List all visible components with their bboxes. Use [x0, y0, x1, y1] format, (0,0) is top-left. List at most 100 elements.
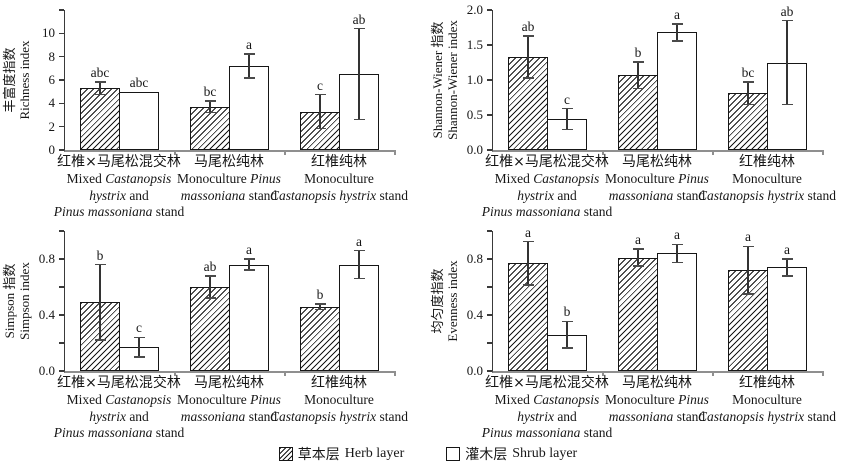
error-bar: [319, 303, 321, 310]
category-label-en-line: Pinus massoniana stand: [53, 425, 185, 440]
y-axis-tick: [58, 125, 64, 128]
error-bar-cap: [781, 258, 793, 260]
category-label-cn: 红椎×马尾松混交林: [485, 375, 609, 391]
error-bar: [676, 244, 678, 263]
category-label-en-line: Monoculture Pinus: [177, 392, 281, 407]
error-bar-cap: [632, 87, 644, 90]
x-axis-tick: [712, 150, 714, 155]
error-bar: [248, 53, 250, 79]
category-label-en-line: Monoculture: [732, 171, 802, 186]
y-axis-tick: [58, 230, 64, 232]
error-bar: [209, 101, 211, 113]
shrub-layer-swatch-icon: [446, 447, 461, 461]
error-bar: [566, 108, 568, 130]
category-label-cn: 马尾松纯林: [194, 154, 264, 170]
error-bar-cap: [314, 127, 326, 130]
x-axis-tick: [602, 150, 604, 155]
error-bar-cap: [632, 61, 644, 63]
error-bar-cap: [94, 93, 106, 96]
error-bar: [637, 249, 639, 266]
category-label-cn: 红椎纯林: [311, 154, 367, 170]
error-bar-cap: [561, 128, 573, 131]
error-bar-cap: [204, 111, 216, 114]
sig-letter: ab: [352, 11, 366, 27]
category-axis-labels: 红椎×马尾松混交林 Mixed Castanopsis hystrix and Pin…: [0, 154, 428, 223]
sig-letter: b: [96, 247, 104, 263]
y-tick-label: 0.0: [466, 142, 483, 157]
error-bar: [527, 241, 529, 285]
error-bar-cap: [243, 269, 255, 271]
error-bar-cap: [632, 248, 644, 250]
y-axis-tick: [486, 342, 492, 344]
error-bar-cap: [243, 77, 255, 80]
error-bar-cap: [204, 100, 216, 102]
y-axis-label-cn: 均匀度指数: [430, 268, 445, 334]
y-tick-label: 0.0: [466, 363, 483, 378]
error-bar: [99, 264, 101, 341]
sig-letter: c: [317, 77, 323, 93]
y-tick-label: 0.4: [38, 307, 55, 322]
plot-area: 0.0 0.4 0.8 a b a a a a: [467, 225, 824, 378]
error-bar-cap: [94, 263, 106, 266]
sig-letter: a: [674, 7, 680, 22]
error-bar-cap: [133, 336, 145, 339]
y-axis-tick: [58, 9, 64, 11]
sig-letter: a: [745, 229, 751, 245]
error-bar-cap: [742, 103, 754, 106]
y-axis-tick: [486, 149, 492, 151]
category-label-en-line: Castanopsis hystrix stand: [269, 187, 408, 203]
sig-letter: a: [246, 242, 252, 257]
error-bar-cap: [314, 93, 326, 96]
error-bar-cap: [94, 80, 106, 83]
legend-shrub-cn: 灌木层: [465, 447, 508, 463]
y-axis-tick: [486, 9, 492, 11]
error-bar-cap: [561, 347, 573, 349]
error-bar-cap: [133, 356, 145, 358]
bar-shrub-group2: [229, 264, 269, 371]
error-bar-cap: [204, 297, 216, 299]
category-axis-labels: 红椎×马尾松混交林 Mixed Castanopsis hystrix and Pin…: [428, 154, 856, 223]
error-bar-cap: [742, 81, 754, 83]
category-label-en-line: Pinus massoniana stand: [53, 204, 185, 219]
legend-shrub-en: Shrub layer: [512, 446, 578, 461]
y-axis-tick: [486, 79, 492, 81]
y-axis-tick: [58, 149, 64, 151]
error-bar-cap: [522, 35, 534, 37]
y-axis-tick: [486, 314, 492, 316]
category-label: 红椎×马尾松混交林 Mixed Castanopsis hystrix and Pin…: [442, 154, 652, 221]
category-label-cn: 马尾松纯林: [622, 154, 692, 170]
sig-letter: a: [674, 227, 680, 243]
y-axis-label-cn: 丰富度指数: [2, 47, 17, 113]
y-tick-label: 10: [42, 25, 55, 41]
bar-herb-group2: [618, 257, 658, 371]
error-bar-cap: [522, 77, 534, 79]
error-bar: [527, 35, 529, 78]
category-label-en-line: massoniana stand: [608, 408, 706, 424]
category-label: 红椎纯林 Monoculture Castanopsis hystrix stand: [662, 375, 856, 425]
category-label-en-line: massoniana stand: [180, 187, 278, 203]
sig-letter: a: [784, 242, 790, 257]
y-axis-label-en: Evenness index: [445, 260, 460, 342]
legend-item-shrub-layer: 灌木层 Shrub layer: [446, 444, 577, 464]
legend-herb-en: Herb layer: [344, 446, 405, 461]
error-bar-cap: [353, 27, 365, 30]
x-axis-tick: [822, 150, 824, 155]
x-axis-tick: [394, 150, 396, 155]
error-bar: [566, 321, 568, 348]
error-bar: [747, 82, 749, 105]
error-bar-cap: [671, 261, 683, 264]
category-label-en-line: Monoculture: [304, 171, 374, 186]
category-label: 红椎纯林 Monoculture Castanopsis hystrix stand: [234, 375, 444, 425]
category-label-en-line: Castanopsis hystrix stand: [697, 408, 836, 424]
y-tick-label: 0.4: [466, 307, 483, 322]
legend: 草本层 Herb layer 灌木层 Shrub layer: [0, 444, 856, 464]
category-label-en-line: Mixed Castanopsis: [66, 392, 172, 407]
legend-herb-cn: 草本层: [297, 447, 340, 463]
y-tick-label: 0.8: [38, 251, 55, 266]
sig-letter: abc: [129, 74, 149, 90]
error-bar-cap: [243, 52, 255, 55]
error-bar-cap: [781, 275, 793, 277]
sig-letter: b: [316, 286, 324, 302]
category-label-en-line: massoniana stand: [608, 187, 706, 203]
